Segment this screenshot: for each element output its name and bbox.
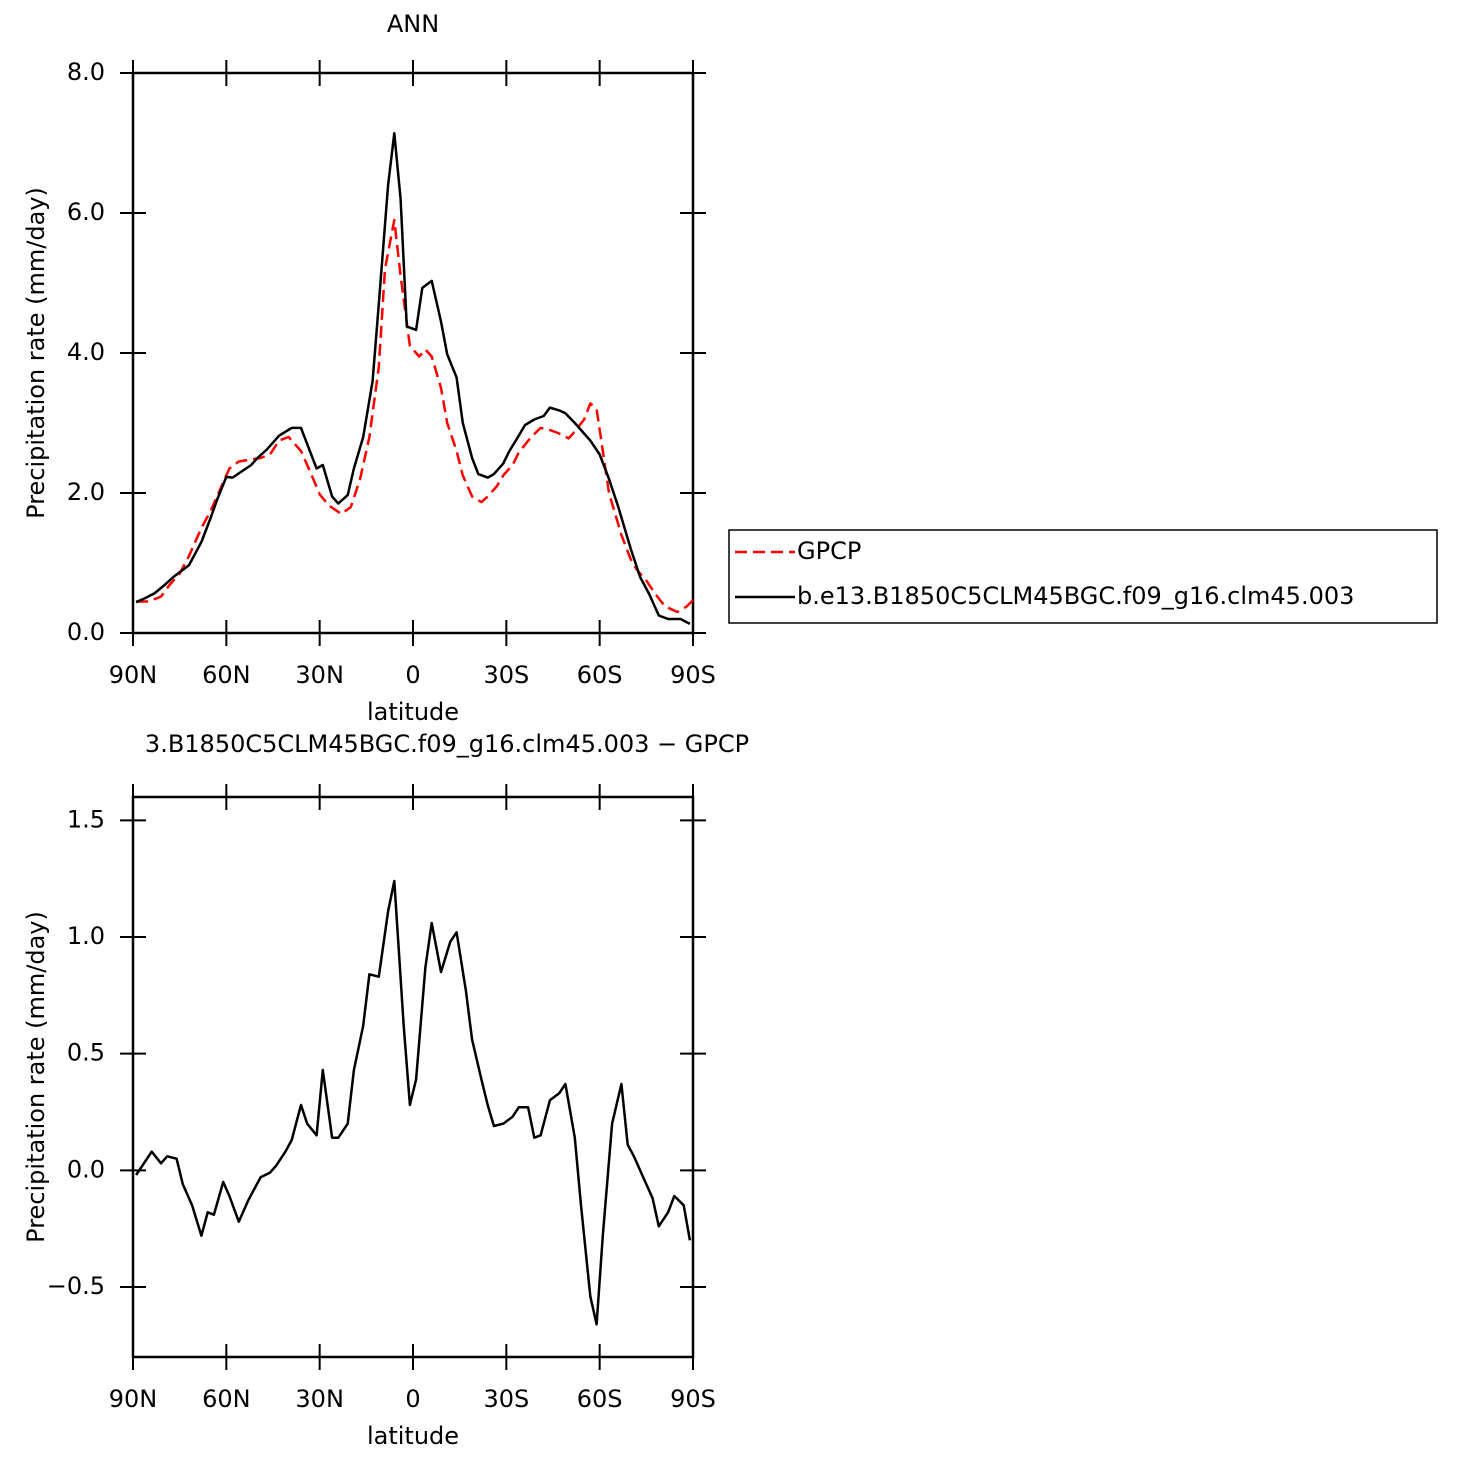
plot-frame	[131, 71, 695, 635]
x-tick-label: 90N	[109, 661, 158, 689]
x-tick-label: 90S	[670, 1385, 716, 1413]
x-tick-label: 30S	[483, 661, 529, 689]
y-tick-label: 4.0	[67, 338, 105, 366]
legend-label: GPCP	[797, 537, 861, 565]
y-tick-label: 0.0	[67, 618, 105, 646]
x-tick-label: 60S	[577, 1385, 623, 1413]
y-tick-label: 0.5	[67, 1039, 105, 1067]
y-tick-label: 1.0	[67, 922, 105, 950]
y-tick-label: −0.5	[47, 1272, 105, 1300]
x-tick-label: 60S	[577, 661, 623, 689]
chart-title: 3.B1850C5CLM45BGC.f09_g16.clm45.003 − GP…	[145, 730, 749, 758]
x-tick-label: 0	[405, 1385, 420, 1413]
x-tick-label: 60N	[202, 661, 251, 689]
x-axis-label: latitude	[367, 698, 459, 726]
x-tick-label: 90S	[670, 661, 716, 689]
y-tick-label: 6.0	[67, 198, 105, 226]
x-tick-label: 60N	[202, 1385, 251, 1413]
y-axis-label: Precipitation rate (mm/day)	[22, 187, 50, 519]
y-tick-label: 2.0	[67, 478, 105, 506]
plot-frame	[131, 795, 695, 1359]
x-axis-label: latitude	[367, 1422, 459, 1450]
y-axis-label: Precipitation rate (mm/day)	[22, 911, 50, 1243]
legend-box	[728, 529, 1438, 624]
legend-label: b.e13.B1850C5CLM45BGC.f09_g16.clm45.003	[797, 582, 1354, 610]
line-series	[135, 879, 692, 1326]
chart-title: ANN	[387, 10, 439, 38]
y-tick-label: 8.0	[67, 58, 105, 86]
x-tick-label: 30N	[295, 661, 344, 689]
x-tick-label: 90N	[109, 1385, 158, 1413]
x-tick-label: 30S	[483, 1385, 529, 1413]
line-series	[136, 218, 694, 614]
y-tick-label: 1.5	[67, 805, 105, 833]
x-tick-label: 0	[405, 661, 420, 689]
line-series	[135, 131, 691, 626]
x-tick-label: 30N	[295, 1385, 344, 1413]
y-tick-label: 0.0	[67, 1155, 105, 1183]
